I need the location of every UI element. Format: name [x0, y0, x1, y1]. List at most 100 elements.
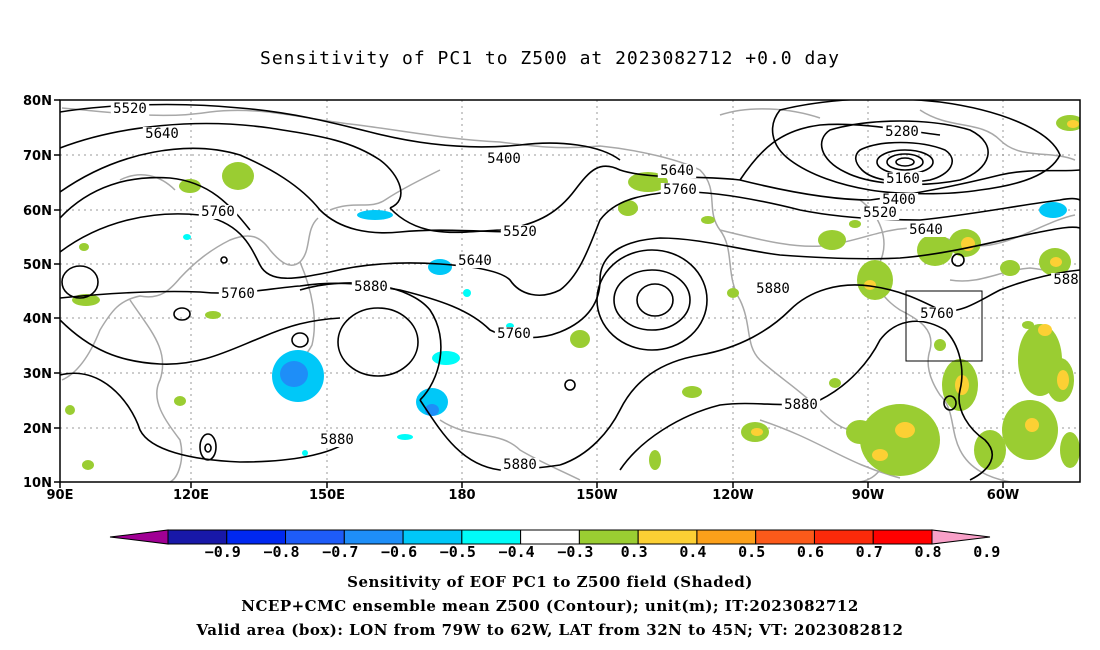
contour-label: 5640	[458, 253, 492, 269]
colorbar-label: −0.6	[381, 543, 417, 561]
positive-sensitivity-shading	[65, 115, 1080, 476]
contour-label-bg	[351, 280, 391, 294]
longitude-labels: 90E 120E 150E 180 150W 120W 90W 60W	[47, 488, 1020, 503]
lon-label: 150E	[309, 488, 345, 503]
contour-label: 5400	[487, 151, 521, 167]
contour-label-bg	[494, 327, 534, 341]
contour-label: 5760	[201, 204, 235, 220]
colorbar-swatch	[461, 529, 522, 545]
contour-label-bg	[883, 172, 923, 186]
colorbar-label: −0.7	[322, 543, 358, 561]
contour-label: 5760	[920, 306, 954, 322]
colorbar-end-right	[931, 529, 991, 545]
lon-label: 120W	[712, 488, 753, 503]
contour-label-bg	[906, 223, 946, 237]
axis-ticks	[54, 99, 1004, 488]
contour-label: 5880	[756, 281, 790, 297]
contour-label-bg	[660, 183, 700, 197]
contour-label-bg	[879, 193, 919, 207]
colorbar-swatch	[520, 529, 580, 545]
colorbar-label: 0.5	[738, 543, 765, 561]
colorbar-swatch	[578, 529, 639, 545]
latitude-labels: 80N 70N 60N 50N 40N 30N 20N 10N	[23, 94, 52, 491]
colorbar-label: −0.5	[440, 543, 476, 561]
contour-label: 5160	[886, 171, 920, 187]
colorbar-swatch	[226, 529, 287, 545]
contour-label: 5640	[145, 126, 179, 142]
colorbar-swatch	[813, 529, 874, 545]
colorbar-label: 0.7	[856, 543, 883, 561]
colorbar-label: 0.6	[797, 543, 824, 561]
colorbar-label: 0.3	[621, 543, 648, 561]
lon-label: 90E	[47, 488, 74, 503]
colorbar-label: −0.3	[557, 543, 593, 561]
contour-label: 5880	[784, 397, 818, 413]
contour-label-bg	[860, 206, 900, 220]
colorbar-swatch	[167, 529, 228, 545]
lat-label: 20N	[23, 422, 52, 437]
contour-label-bg	[500, 225, 540, 239]
colorbar-swatch	[696, 529, 757, 545]
colorbar-label: 0.8	[914, 543, 941, 561]
lat-label: 70N	[23, 149, 52, 164]
contour-label-bg	[882, 125, 922, 139]
lon-label: 60W	[987, 488, 1019, 503]
contour-label: 5400	[882, 192, 916, 208]
footer-line-3: Valid area (box): LON from 79W to 62W, L…	[196, 621, 904, 639]
colorbar-swatch	[343, 529, 404, 545]
colorbar-swatch	[872, 529, 933, 545]
contour-label: 5880	[320, 432, 354, 448]
contour-label-bg	[753, 282, 793, 296]
lat-label: 10N	[23, 476, 52, 491]
z500-contours	[60, 100, 1080, 481]
lon-label: 180	[448, 488, 475, 503]
contour-label: 5760	[497, 326, 531, 342]
colorbar-end-left	[109, 529, 169, 545]
contour-label: 5760	[663, 182, 697, 198]
colorbar-swatch	[285, 529, 345, 545]
contour-label-bg	[917, 307, 957, 321]
contour-label-bg	[455, 254, 495, 268]
contour-label: 588	[1053, 272, 1078, 288]
contour-label-bg	[142, 127, 182, 141]
contour-label: 5520	[113, 101, 147, 117]
colorbar-swatch	[402, 529, 463, 545]
map-title: Sensitivity of PC1 to Z500 at 2023082712…	[259, 48, 840, 69]
footer-line-2: NCEP+CMC ensemble mean Z500 (Contour); u…	[241, 597, 859, 615]
contour-label-bg	[317, 433, 357, 447]
contour-label: 5520	[863, 205, 897, 221]
map-frame	[59, 99, 1081, 483]
contour-label: 5880	[503, 457, 537, 473]
lat-label: 50N	[23, 258, 52, 273]
contour-label: 5280	[885, 124, 919, 140]
contour-label-bg	[484, 152, 524, 166]
contour-label: 5520	[503, 224, 537, 240]
colorbar-label: −0.4	[499, 543, 535, 561]
contour-label-bg	[500, 458, 540, 472]
lon-label: 120E	[173, 488, 209, 503]
contour-label: 5760	[221, 286, 255, 302]
colorbar-swatch	[755, 529, 815, 545]
lon-label: 90W	[852, 488, 884, 503]
contour-label-bg	[218, 287, 258, 301]
contour-label: 5640	[660, 163, 694, 179]
lat-label: 60N	[23, 204, 52, 219]
contour-label-bg	[198, 205, 238, 219]
contour-label-bg	[1051, 273, 1081, 287]
colorbar: −0.9 −0.8 −0.7 −0.6 −0.5 −0.4 −0.3 0.3 0.4 0.5 0.6…	[109, 529, 1000, 561]
contour-label: 5880	[354, 279, 388, 295]
contour-label: 5640	[909, 222, 943, 238]
colorbar-label: −0.8	[263, 543, 299, 561]
contour-label-bg	[657, 164, 697, 178]
valid-area-box	[905, 290, 983, 362]
contour-label-bg	[781, 398, 821, 412]
lon-label: 150W	[576, 488, 617, 503]
lat-label: 80N	[23, 94, 52, 109]
lat-label: 40N	[23, 312, 52, 327]
lat-label: 30N	[23, 367, 52, 382]
footer-line-1: Sensitivity of EOF PC1 to Z500 field (Sh…	[347, 573, 753, 591]
colorbar-swatch	[637, 529, 698, 545]
contour-label-bg	[110, 102, 150, 116]
colorbar-label: 0.4	[679, 543, 706, 561]
